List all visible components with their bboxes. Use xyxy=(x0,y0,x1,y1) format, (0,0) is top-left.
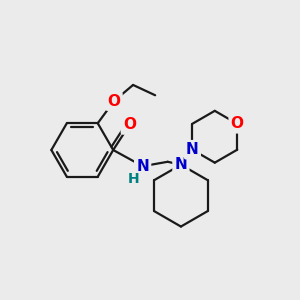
Text: O: O xyxy=(107,94,120,109)
Text: H: H xyxy=(128,172,139,186)
Text: O: O xyxy=(123,118,136,133)
Text: O: O xyxy=(231,116,244,131)
Text: N: N xyxy=(175,157,187,172)
Text: N: N xyxy=(186,142,199,157)
Text: N: N xyxy=(136,159,149,174)
